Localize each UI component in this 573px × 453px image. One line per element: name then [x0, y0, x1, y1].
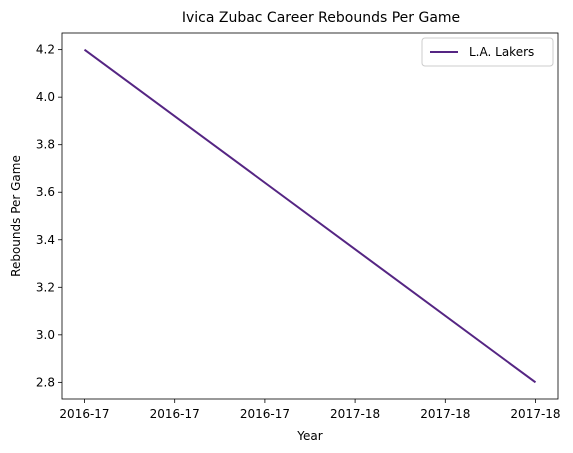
chart-title: Ivica Zubac Career Rebounds Per Game: [182, 10, 460, 26]
x-tick-label: 2017-18: [330, 407, 380, 421]
y-tick-label: 3.2: [36, 280, 55, 294]
y-tick-label: 4.2: [36, 43, 55, 57]
x-tick-label: 2016-17: [59, 407, 109, 421]
x-tick-label: 2017-18: [420, 407, 470, 421]
y-tick-label: 2.8: [36, 375, 55, 389]
x-tick-label: 2016-17: [240, 407, 290, 421]
y-tick-label: 3.8: [36, 138, 55, 152]
series-line-0: [83, 48, 537, 384]
y-axis-label: Rebounds Per Game: [9, 155, 23, 277]
y-tick-label: 3.0: [36, 328, 55, 342]
legend-label-la-lakers: L.A. Lakers: [469, 45, 534, 59]
legend: L.A. Lakers: [421, 37, 554, 67]
x-axis-ticks: 2016-17 2016-17 2016-17 2017-18 2017-18 2017-…: [59, 399, 561, 421]
y-tick-label: 3.6: [36, 185, 55, 199]
x-tick-label: 2017-18: [510, 407, 560, 421]
y-axis-ticks: 2.8 3.0 3.2 3.4 3.6 3.8 4.0 4.2: [36, 43, 62, 389]
x-axis-label: Year: [296, 429, 322, 443]
x-tick-label: 2016-17: [150, 407, 200, 421]
y-tick-label: 3.4: [36, 233, 55, 247]
series-layer: [83, 48, 537, 384]
legend-box: [421, 37, 554, 67]
y-tick-label: 4.0: [36, 90, 55, 104]
plot-area-frame: [61, 32, 559, 400]
